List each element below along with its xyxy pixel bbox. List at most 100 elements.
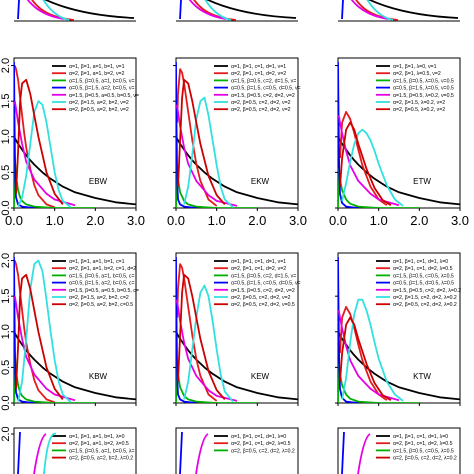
series-line bbox=[366, 0, 394, 21]
legend-entry: α=1.5, β=0.5, a=1, b=0.5, λ= bbox=[69, 448, 135, 454]
y-tick-label: 0.5 bbox=[0, 165, 12, 180]
series-line bbox=[176, 61, 197, 208]
y-tick-label: 0.0 bbox=[0, 395, 12, 410]
legend-entry: α=1, β=1, c=1, d=1, λ=0 bbox=[393, 259, 448, 265]
plot-frame bbox=[13, 427, 137, 474]
series-line bbox=[17, 259, 72, 403]
legend-entry: α=0.5, β=1.5, c=0.5, d=0.5, ν= bbox=[231, 86, 301, 92]
series-line bbox=[339, 316, 392, 401]
legend-entry: α=2, β=0.5, c=2, d=2, λ=0.2 bbox=[393, 302, 457, 308]
series-line bbox=[26, 0, 65, 20]
panel-name: KEW bbox=[251, 372, 270, 381]
series-line bbox=[14, 136, 136, 206]
chart-panel-kew: α=1, β=1, c=1, d=1, ν=1α=2, β=1, c=1, d=… bbox=[173, 252, 301, 406]
x-tick-label: 1.0 bbox=[208, 213, 226, 228]
x-tick-label: 1.0 bbox=[370, 213, 388, 228]
legend: α=1, β=1, a=1, b=1, c=1α=2, β=1, a=1, b=… bbox=[52, 259, 139, 308]
legend-entry: α=1, β=1, a=1, b=1, c=1 bbox=[69, 259, 125, 265]
legend-entry: α=1.5, β=0.5, c=0.5, λ=0.5 bbox=[393, 273, 454, 279]
legend-entry: α=2, β=1, c=1, d=2, λ=0.5 bbox=[393, 266, 453, 272]
legend-entry: α=1.5, β=0.5, c=2, d=1.5, ν= bbox=[231, 273, 296, 279]
legend-entry: α=0.5, β=1.5, a=2, b=0.5, c= bbox=[69, 281, 135, 287]
legend-entry: α=1.5, β=0.5, c=2, d=2, ν=2 bbox=[231, 93, 295, 99]
chart-panel-ekw: 0.0 1.0 2.0 3.0α=1, β=1, c=1, d=1, ν=1α=2, … bbox=[167, 57, 307, 228]
x-tick-label: 2.0 bbox=[410, 213, 428, 228]
legend-entry: α=2, β=1, c=1, d=2, ν=2 bbox=[231, 266, 286, 272]
legend-entry: α=0.5, β=1.5, a=2, b=0.5, ν= bbox=[69, 86, 135, 92]
top-partial-panel bbox=[176, 0, 298, 22]
y-tick-label: 0.5 bbox=[0, 360, 12, 375]
legend-entry: α=2, β=0.5, c=2, d=2, λ=0.2 bbox=[231, 448, 295, 454]
y-tick-label: 2.0 bbox=[0, 58, 12, 73]
series-line bbox=[183, 96, 234, 208]
legend-entry: α=2, β=0.5, a=2, b=2, ν=2 bbox=[69, 107, 129, 113]
series-line bbox=[338, 167, 420, 208]
y-tick-label: 1.5 bbox=[0, 94, 12, 109]
x-tick-label: 2.0 bbox=[86, 213, 104, 228]
series-line bbox=[14, 61, 35, 208]
legend-entry: α=2, β=1, a=1, b=2, λ=0.5 bbox=[69, 441, 129, 447]
series-line bbox=[183, 284, 234, 403]
legend-entry: α=1, β=1, c=1, d=1, ν=1 bbox=[231, 64, 286, 70]
series-line bbox=[43, 0, 135, 19]
series-line bbox=[179, 0, 182, 20]
x-tick-label: 3.0 bbox=[289, 213, 307, 228]
legend-entry: α=0.5, β=1.5, c=0.5, d=0.5, ν= bbox=[231, 281, 301, 287]
x-tick-label: 0.0 bbox=[5, 213, 23, 228]
legend-entry: α=2, β=0.5, c=2, d=2, ν=2 bbox=[231, 100, 291, 106]
legend-entry: α=1.5, β=0.5, a=1, b=0.5, c= bbox=[69, 273, 135, 279]
bottom-partial-panel: α=1, β=1, c=1, d=1, λ=0α=2, β=1, c=1, d=… bbox=[175, 427, 299, 474]
legend-entry: α=2, β=1.5, c=2, d=2, λ=0.2 bbox=[393, 295, 457, 301]
legend-entry: α=1, β=1, a=1, b=1, λ=0 bbox=[69, 434, 125, 440]
legend-entry: α=2, β=1, c=1, d=2, λ=0.5 bbox=[393, 441, 453, 447]
series-line bbox=[204, 0, 232, 21]
legend-entry: α=1, β=1, c=1, d=1, λ=0 bbox=[393, 434, 448, 440]
legend-entry: α=1.5, β=0.5, a=0.5, b=0.5, ν= bbox=[69, 93, 139, 99]
x-tick-label: 0.0 bbox=[329, 213, 347, 228]
y-tick-label: 1.5 bbox=[0, 289, 12, 304]
legend-entry: α=2, β=1, a=1, b=2, c=1, d=2 bbox=[69, 266, 136, 272]
series-line bbox=[339, 305, 388, 401]
chart-panel-ktw: α=1, β=1, c=1, d=1, λ=0α=2, β=1, c=1, d=… bbox=[335, 252, 461, 406]
top-partial-panel bbox=[338, 0, 460, 22]
series-line bbox=[14, 65, 56, 208]
legend-entry: α=2, β=0.5, a=2, b=2, c=0.5 bbox=[69, 302, 133, 308]
series-line bbox=[341, 0, 344, 20]
panel-name: KTW bbox=[413, 372, 431, 381]
y-tick-label: 2.0 bbox=[0, 426, 12, 441]
legend-entry: α=1.5, β=0.5, c=2, d=2, λ=0.2 bbox=[393, 288, 461, 294]
series-line bbox=[14, 260, 56, 403]
legend-entry: α=1, β=1, c=1, d=1, ν=1 bbox=[231, 259, 286, 265]
legend-entry: α=2, β=1.5, λ=0.2, ν=2 bbox=[393, 100, 445, 106]
x-tick-label: 1.0 bbox=[46, 213, 64, 228]
legend: α=1, β=1, c=1, d=1, ν=1α=2, β=1, c=1, d=… bbox=[214, 64, 301, 113]
y-tick-label: 1.0 bbox=[0, 129, 12, 144]
legend: α=1, β=1, a=1, b=1, ν=1α=2, β=1, a=1, b=… bbox=[52, 64, 139, 113]
series-line bbox=[341, 431, 345, 474]
series-line bbox=[43, 432, 57, 474]
legend-entry: α=2, β=1, a=1, b=2, ν=2 bbox=[69, 71, 125, 77]
legend-entry: α=2, β=1, c=1, d=2, λ=0.5 bbox=[231, 441, 291, 447]
series-line bbox=[338, 310, 400, 402]
legend: α=1, β=1, c=1, d=1, λ=0α=2, β=1, c=1, d=… bbox=[376, 259, 461, 308]
legend-entry: α=1, β=1, c=1, d=1, λ=0 bbox=[231, 434, 286, 440]
x-tick-label: 2.0 bbox=[248, 213, 266, 228]
series-line bbox=[338, 331, 460, 401]
chart-panel-etw: 0.0 1.0 2.0 3.0 α=1, β=1, λ=0, ν=1α=2, β=1, … bbox=[329, 57, 469, 228]
chart-panel-kbw: 0.00.51.01.52.0 α=1, β=1, a=1, b=1, c=1α=… bbox=[0, 252, 139, 411]
series-line bbox=[14, 296, 76, 402]
legend-entry: α=0.5, β=1.5, d=0.5, λ=0.5 bbox=[393, 281, 454, 287]
legend-entry: α=1.5, β=0.5, a=0.5, b=0.5, c= bbox=[69, 288, 139, 294]
chart-panel-ebw: 0.0 0.5 1.0 1.5 2.0 0.0 1.0 2.0 3.0 α=1, β=1, a=1… bbox=[0, 57, 145, 228]
x-tick-label: 0.0 bbox=[167, 213, 185, 228]
series-line bbox=[14, 331, 136, 401]
series-line bbox=[341, 298, 404, 402]
series-line bbox=[33, 433, 47, 474]
legend-entry: α=2, β=0.5, c=2, d=2, ν=2 bbox=[231, 107, 291, 113]
legend-entry: α=2, β=0.5, c=2, d=2, ν=0.5 bbox=[231, 302, 295, 308]
series-line bbox=[339, 121, 392, 206]
series-line bbox=[176, 256, 197, 403]
series-line bbox=[177, 78, 226, 205]
top-partial-panel bbox=[14, 0, 136, 22]
